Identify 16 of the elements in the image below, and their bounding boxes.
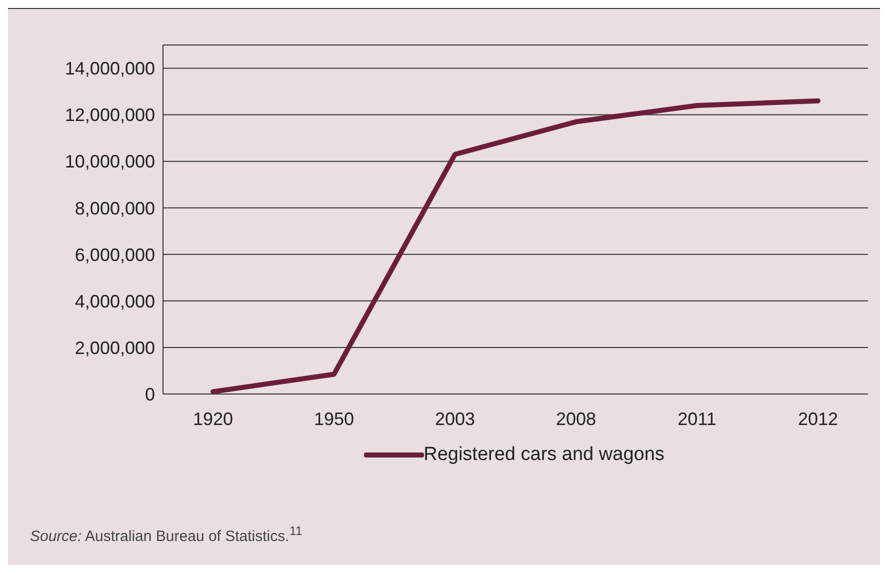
y-tick-label: 12,000,000: [64, 105, 155, 126]
y-tick-label: 8,000,000: [74, 198, 155, 218]
y-tick-label: 10,000,000: [64, 152, 155, 172]
x-tick-label: 2011: [678, 408, 716, 429]
x-tick-label: 1920: [192, 408, 234, 429]
legend-label: Registered cars and wagons: [424, 444, 664, 466]
source-note: Source: Australian Bureau of Statistics.$^{11}$: [30, 524, 302, 545]
x-tick-label: 2008: [556, 408, 596, 429]
y-tick-label: 14,000,000: [64, 58, 155, 79]
x-tick-label: 1950: [314, 408, 354, 429]
x-tick-label: 2012: [798, 408, 838, 429]
x-tick-label: 2003: [434, 408, 476, 429]
y-tick-label: 6,000,000: [74, 244, 155, 265]
y-tick-label: 2,000,000: [74, 338, 155, 358]
y-tick-label: 4,000,000: [74, 291, 155, 312]
y-tick-label: 0: [144, 384, 155, 404]
